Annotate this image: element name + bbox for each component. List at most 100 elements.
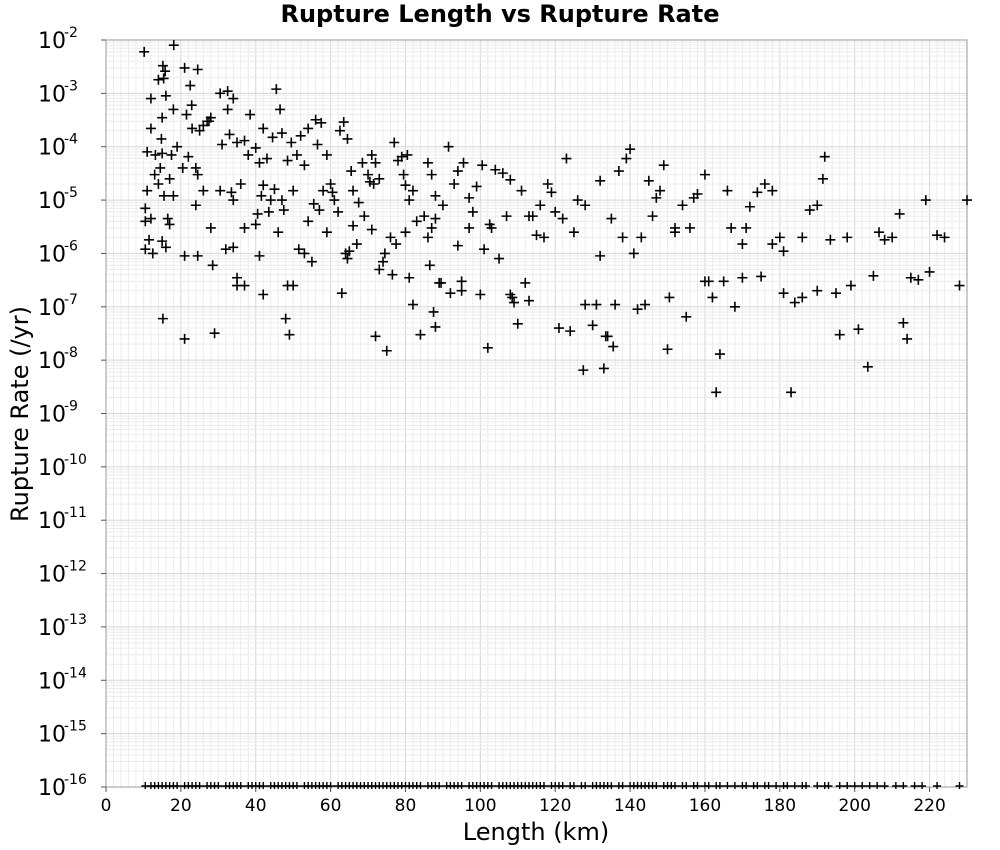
data-point xyxy=(430,213,441,224)
y-tick-label-exponent: -3 xyxy=(64,78,78,94)
data-point xyxy=(778,288,789,299)
data-point xyxy=(256,190,267,201)
data-point xyxy=(452,166,463,177)
data-point xyxy=(684,222,695,233)
data-point xyxy=(215,185,226,196)
rug-mark xyxy=(824,782,833,789)
data-point xyxy=(664,292,675,303)
data-point xyxy=(699,276,710,287)
data-point xyxy=(153,179,164,190)
data-point xyxy=(258,180,269,191)
data-point xyxy=(348,220,359,231)
data-point xyxy=(786,387,797,398)
data-point xyxy=(275,104,286,115)
y-tick-label-base: 10 xyxy=(38,776,66,801)
x-tick-label: 220 xyxy=(913,796,945,816)
data-point xyxy=(505,174,516,185)
rug-mark xyxy=(487,782,496,789)
data-point xyxy=(598,363,609,374)
data-point xyxy=(280,313,291,324)
data-point xyxy=(374,173,385,184)
data-point xyxy=(278,205,289,216)
x-tick-label: 180 xyxy=(764,796,796,816)
rug-mark xyxy=(214,782,223,789)
data-point xyxy=(430,190,441,201)
data-point xyxy=(711,387,722,398)
data-point xyxy=(157,236,168,247)
rug-mark xyxy=(918,782,927,789)
data-point xyxy=(426,222,437,233)
x-tick-label: 40 xyxy=(245,796,267,816)
data-point xyxy=(422,232,433,243)
data-point xyxy=(318,185,329,196)
data-point xyxy=(344,246,355,257)
x-tick-label: 20 xyxy=(170,796,192,816)
data-point xyxy=(424,260,435,271)
data-point xyxy=(303,216,314,227)
data-point xyxy=(632,304,643,315)
data-point xyxy=(334,125,345,136)
data-point xyxy=(490,164,501,175)
y-tick-label-base: 10 xyxy=(38,509,66,534)
data-point xyxy=(830,288,841,299)
data-point xyxy=(404,272,415,283)
data-point xyxy=(894,208,905,219)
x-tick-label: 100 xyxy=(464,796,496,816)
data-point xyxy=(479,244,490,255)
data-point xyxy=(235,179,246,190)
y-tick-label-exponent: -13 xyxy=(64,612,87,628)
rug-mark xyxy=(790,782,799,789)
y-axis-ticks: 10-210-310-410-510-610-710-810-910-1010-… xyxy=(38,25,106,801)
data-point xyxy=(756,271,767,282)
data-point xyxy=(336,288,347,299)
data-point xyxy=(677,200,688,211)
data-point xyxy=(516,185,527,196)
data-point xyxy=(411,216,422,227)
data-point xyxy=(905,272,916,283)
y-tick-label-exponent: -7 xyxy=(64,292,78,308)
rug-mark xyxy=(873,782,882,789)
data-point xyxy=(819,151,830,162)
data-point xyxy=(271,84,282,95)
data-point xyxy=(207,260,218,271)
rug-mark xyxy=(715,782,724,789)
data-point xyxy=(220,244,231,255)
rug-mark xyxy=(618,782,627,789)
data-point xyxy=(222,104,233,115)
data-point xyxy=(426,169,437,180)
data-point xyxy=(726,222,737,233)
data-point xyxy=(258,289,269,300)
data-point xyxy=(509,297,520,308)
data-point xyxy=(658,160,669,171)
data-point xyxy=(153,74,164,85)
data-point xyxy=(190,200,201,211)
data-point xyxy=(142,146,153,157)
data-point xyxy=(507,292,518,303)
y-tick-label-base: 10 xyxy=(38,82,66,107)
data-point xyxy=(168,190,179,201)
rug-mark xyxy=(723,782,732,789)
rug-mark xyxy=(682,782,691,789)
data-point xyxy=(443,141,454,152)
data-point xyxy=(308,198,319,209)
data-point xyxy=(565,326,576,337)
data-point xyxy=(157,60,168,71)
data-point xyxy=(778,246,789,257)
data-point xyxy=(368,179,379,190)
data-point xyxy=(767,185,778,196)
data-point xyxy=(162,213,173,224)
x-tick-label: 140 xyxy=(614,796,646,816)
data-point xyxy=(550,206,561,217)
data-point xyxy=(553,323,564,334)
y-tick-label-base: 10 xyxy=(38,296,66,321)
data-point xyxy=(192,64,203,75)
data-point xyxy=(282,155,293,166)
y-tick-label-exponent: -10 xyxy=(64,452,87,468)
data-point xyxy=(217,139,228,150)
y-tick-label-base: 10 xyxy=(38,189,66,214)
data-point xyxy=(400,180,411,191)
data-point xyxy=(610,299,621,310)
rug-mark xyxy=(955,782,964,789)
data-point xyxy=(744,201,755,212)
